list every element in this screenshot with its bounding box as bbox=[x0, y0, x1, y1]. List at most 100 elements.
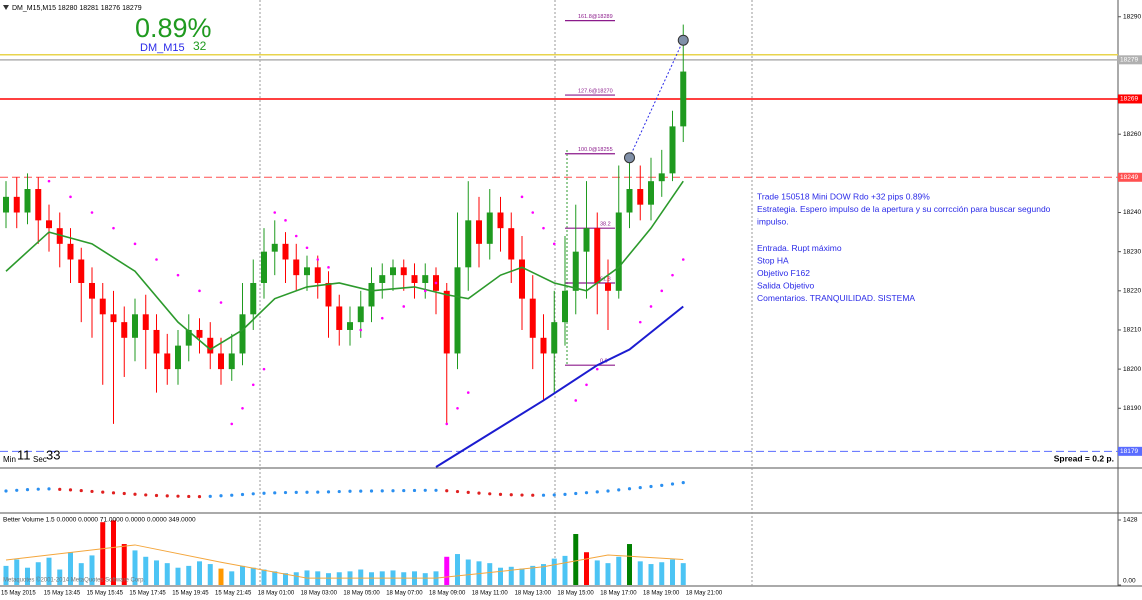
candle-body bbox=[368, 282, 375, 307]
sar-dot bbox=[112, 226, 115, 230]
volume-bar bbox=[46, 557, 52, 585]
candle-body bbox=[411, 275, 418, 283]
trade-link bbox=[629, 40, 684, 158]
candle-body bbox=[175, 345, 181, 370]
momentum-dot bbox=[531, 493, 535, 497]
price-box bbox=[1118, 94, 1142, 104]
momentum-dot bbox=[133, 492, 137, 496]
y-tick-label: 18200 bbox=[1123, 366, 1141, 373]
note-line: Objetivo F162 bbox=[757, 268, 810, 278]
momentum-dot bbox=[240, 492, 245, 497]
y-tick-label: 18290 bbox=[1123, 13, 1141, 20]
sar-dot bbox=[230, 422, 234, 426]
momentum-dot bbox=[488, 492, 492, 496]
y-tick-label: 1428 bbox=[1123, 517, 1138, 524]
momentum-dot bbox=[649, 484, 653, 489]
candle-body bbox=[562, 290, 568, 323]
candle-body bbox=[67, 243, 74, 260]
candle-body bbox=[637, 189, 644, 205]
volume-bar bbox=[121, 544, 127, 585]
volume-bar bbox=[218, 568, 224, 585]
momentum-dot bbox=[434, 488, 438, 492]
candle-body bbox=[271, 243, 278, 252]
candle-body bbox=[465, 220, 472, 268]
volume-bar bbox=[207, 564, 213, 585]
momentum-dot bbox=[90, 489, 94, 494]
candle-body bbox=[132, 314, 138, 338]
momentum-dot bbox=[423, 488, 427, 492]
fib-label: 100.0@18255 bbox=[578, 147, 613, 153]
sar-dot bbox=[542, 226, 545, 230]
candle-body bbox=[497, 212, 504, 229]
volume-bar bbox=[3, 565, 9, 585]
candle-body bbox=[261, 251, 267, 283]
candle-body bbox=[142, 314, 149, 330]
price-box bbox=[1118, 446, 1142, 456]
momentum-dot bbox=[251, 492, 255, 496]
y-tick-label: 18230 bbox=[1123, 248, 1141, 255]
price-box bbox=[1118, 172, 1142, 182]
clock-label: Sec bbox=[33, 455, 47, 464]
volume-bar bbox=[35, 562, 41, 585]
momentum-dot bbox=[283, 490, 288, 495]
candle-body bbox=[626, 189, 633, 213]
volume-bar bbox=[584, 552, 589, 585]
volume-bar bbox=[444, 556, 450, 585]
candle-body bbox=[486, 212, 493, 244]
candle-body bbox=[529, 298, 536, 338]
momentum-dot bbox=[208, 494, 212, 498]
momentum-dot bbox=[262, 491, 266, 495]
candle-body bbox=[46, 220, 52, 229]
candle-body bbox=[669, 126, 676, 174]
candle-body bbox=[239, 314, 246, 354]
candle-body bbox=[218, 353, 224, 370]
price-box-label: 18249 bbox=[1120, 174, 1138, 181]
candle-body bbox=[99, 298, 106, 315]
price-box-label: 18179 bbox=[1120, 448, 1138, 455]
momentum-dot bbox=[79, 488, 83, 493]
momentum-dot bbox=[509, 493, 513, 497]
momentum-dot bbox=[455, 489, 460, 494]
y-tick-label: 18220 bbox=[1123, 288, 1141, 295]
momentum-dot bbox=[402, 488, 406, 493]
candle-body bbox=[207, 337, 214, 354]
volume-bar bbox=[422, 573, 428, 585]
x-tick-label: 18 May 05:00 bbox=[343, 591, 380, 597]
sar-dot bbox=[402, 305, 406, 308]
sar-dot bbox=[671, 273, 674, 277]
volume-bar bbox=[594, 560, 600, 585]
momentum-dot bbox=[359, 489, 363, 493]
note-line: Trade 150518 Mini DOW Rdo +32 pips 0.89% bbox=[757, 191, 930, 201]
sar-dot bbox=[262, 367, 266, 371]
volume-bar bbox=[541, 564, 546, 585]
candle-body bbox=[121, 322, 128, 338]
sar-dot bbox=[456, 406, 459, 410]
candle-body bbox=[443, 290, 450, 354]
candle-body bbox=[325, 282, 332, 307]
momentum-dot bbox=[348, 489, 352, 493]
y-tick-label: 18190 bbox=[1123, 405, 1141, 412]
sar-dot bbox=[316, 258, 320, 261]
volume-bar bbox=[283, 573, 288, 585]
y-tick-label: 0.00 bbox=[1123, 578, 1136, 585]
sar-dot bbox=[359, 328, 363, 332]
candle-body bbox=[508, 228, 515, 260]
candle-body bbox=[293, 259, 300, 276]
sar-dot bbox=[595, 367, 599, 371]
note-line: Salida Objetivo bbox=[757, 280, 814, 290]
x-tick-label: 15 May 2015 bbox=[1, 591, 36, 597]
x-tick-label: 18 May 17:00 bbox=[600, 591, 637, 597]
candle-body bbox=[196, 329, 203, 338]
volume-bar bbox=[68, 552, 73, 585]
volume-bar bbox=[659, 562, 665, 585]
sar-dot bbox=[380, 316, 384, 320]
fib-label: 127.6@18270 bbox=[578, 89, 613, 95]
price-box-label: 18279 bbox=[1120, 57, 1138, 64]
sar-dot bbox=[273, 211, 277, 214]
candle-body bbox=[540, 337, 547, 354]
y-tick-label: 18240 bbox=[1123, 209, 1141, 216]
momentum-dot bbox=[552, 493, 556, 497]
x-tick-label: 18 May 03:00 bbox=[301, 591, 338, 597]
